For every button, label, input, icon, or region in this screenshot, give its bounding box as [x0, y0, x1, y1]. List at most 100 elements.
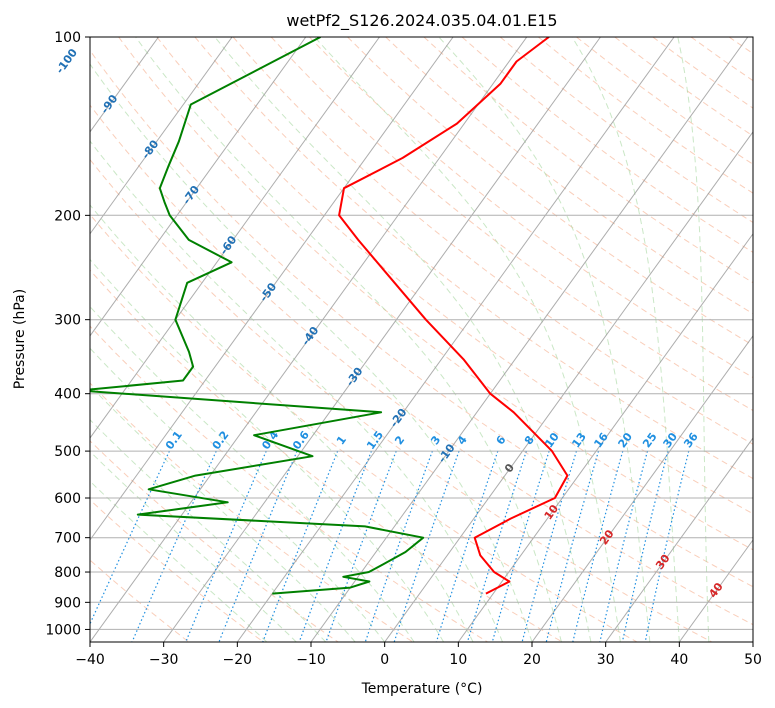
mixing-ratio-label: 1: [334, 433, 349, 447]
dewpoint-profile: [90, 37, 425, 595]
y-tick-label: 800: [54, 565, 81, 581]
x-axis-label: Temperature (°C): [361, 681, 483, 697]
isotherm-label: -50: [257, 280, 279, 304]
x-tick-label: 20: [523, 652, 541, 668]
mixing-ratio-label: 6: [493, 433, 508, 447]
dry-adiabat-line: [690, 37, 753, 82]
mixing-ratio-label: 10: [542, 430, 562, 450]
dry-adiabat-line: [118, 37, 753, 551]
mixing-ratio-line: [545, 450, 600, 642]
y-tick-label: 600: [54, 491, 81, 507]
moist-adiabat-line: [90, 258, 445, 642]
isotherm-line: [90, 37, 380, 439]
dry-adiabat-line: [728, 37, 753, 55]
isotherm-label: 0: [502, 461, 517, 475]
moist-adiabat-line: [90, 63, 533, 642]
moist-adiabat-line: [677, 37, 710, 642]
moist-adiabat-line: [438, 37, 651, 642]
x-tick-label: −20: [223, 652, 253, 668]
mixing-ratio-label: 0.1: [163, 429, 185, 452]
isotherm-label: -80: [139, 137, 161, 161]
isotherm-line: [310, 37, 749, 642]
isotherm-label: -70: [180, 183, 202, 207]
mixing-ratio-label: 16: [591, 430, 611, 450]
mixing-ratio-line: [521, 450, 577, 642]
isotherm-label: 40: [706, 580, 726, 600]
moist-adiabats: [90, 37, 710, 642]
dry-adiabat-line: [90, 213, 638, 642]
y-tick-label: 500: [54, 444, 81, 460]
moist-adiabat-line: [90, 204, 474, 642]
mixing-ratio-line: [262, 450, 339, 642]
mixing-ratio-line: [218, 450, 298, 642]
isotherm-label: -20: [387, 406, 409, 430]
y-tick-label: 200: [54, 208, 81, 224]
isotherm-line: [752, 641, 753, 642]
mixing-ratio-line: [491, 450, 550, 642]
x-axis-ticks: −40 −30 −20 −10 0 10 20 30 40 50: [75, 642, 762, 668]
mixing-ratio-line: [185, 450, 267, 642]
mixing-ratio-label: 0.2: [210, 429, 232, 452]
mixing-ratio-line: [364, 450, 433, 642]
isotherm-label: -90: [98, 92, 120, 116]
plot-frame: [89, 36, 754, 643]
isotherm-line: [90, 37, 454, 541]
y-tick-label: 700: [54, 531, 81, 547]
isotherm-line: [678, 539, 753, 642]
isotherm-line: [90, 37, 528, 642]
moist-adiabat-line: [571, 37, 680, 642]
x-tick-label: 40: [670, 652, 688, 668]
mixing-ratio-line: [599, 450, 649, 642]
moist-adiabat-line: [214, 37, 592, 642]
temperature-profile: [338, 37, 569, 595]
moist-adiabat-line: [135, 37, 562, 642]
dry-adiabat-line: [194, 37, 753, 480]
isotherm-line: [90, 37, 307, 337]
dry-adiabat-line: [156, 37, 753, 515]
y-tick-label: 900: [54, 595, 81, 611]
chart-title: wetPf2_S126.2024.035.04.01.E15: [286, 11, 557, 31]
dry-adiabat-line: [90, 382, 414, 642]
mixing-ratio-label: 25: [640, 430, 660, 450]
mixing-ratio-lines: [90, 450, 690, 642]
y-tick-label: 400: [54, 387, 81, 403]
isotherm-line: [605, 437, 753, 642]
moist-adiabat-line: [90, 480, 268, 642]
moist-adiabat-line: [90, 305, 415, 642]
isotherm-line: [0, 37, 11, 642]
dry-adiabat-line: [90, 559, 190, 642]
mixing-ratio-line: [393, 450, 460, 642]
x-tick-label: 10: [449, 652, 467, 668]
dry-adiabat-line: [537, 37, 753, 194]
isotherm-label: -100: [53, 46, 80, 76]
y-tick-label: 300: [54, 313, 81, 329]
isotherm-line: [531, 335, 753, 642]
dry-adiabat-line: [270, 37, 753, 412]
dry-adiabat-line: [309, 37, 753, 379]
dry-adiabat-line: [232, 37, 753, 445]
mixing-ratio-line: [644, 450, 690, 642]
dry-adiabat-line: [90, 440, 339, 642]
x-tick-label: 0: [380, 652, 389, 668]
mixing-ratio-label: 4: [455, 433, 470, 447]
dry-adiabat-line: [90, 158, 712, 642]
mixing-ratio-label: 30: [661, 430, 681, 450]
isotherm-label: 30: [653, 552, 673, 572]
x-tick-label: −40: [75, 652, 105, 668]
mixing-ratio-label: 20: [616, 430, 636, 450]
x-tick-label: −30: [149, 652, 179, 668]
moist-adiabat-line: [90, 140, 503, 642]
isotherm-line: [90, 37, 233, 235]
dry-adiabat-line: [90, 325, 488, 642]
moist-adiabat-line: [314, 37, 621, 642]
mixing-ratio-line: [466, 450, 527, 642]
y-axis-label: Pressure (hPa): [12, 289, 28, 389]
dry-adiabat-line: [499, 37, 753, 224]
dry-adiabat-line: [90, 104, 753, 626]
dry-adiabat-line: [461, 37, 753, 253]
mixing-ratio-line: [90, 450, 170, 626]
mixing-ratio-label: 2: [392, 433, 407, 447]
isotherms: [0, 37, 753, 642]
annotations: -100-90-80-70-60-50-40-30-20-10010203040…: [53, 46, 726, 600]
